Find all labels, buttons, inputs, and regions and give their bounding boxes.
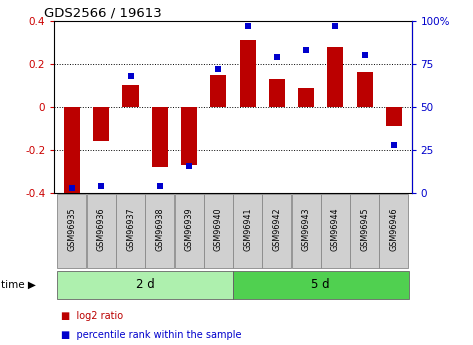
- Point: [97, 184, 105, 189]
- Bar: [152, 107, 168, 167]
- Bar: [350, 194, 379, 268]
- Bar: [175, 194, 203, 268]
- Point: [68, 185, 76, 191]
- Bar: [386, 107, 402, 126]
- Point: [302, 47, 310, 53]
- Point: [185, 163, 193, 168]
- Bar: [116, 194, 145, 268]
- Bar: [123, 86, 139, 107]
- Bar: [269, 79, 285, 107]
- Bar: [87, 194, 116, 268]
- Bar: [298, 88, 314, 107]
- Text: GSM96942: GSM96942: [272, 208, 281, 252]
- Point: [361, 52, 368, 58]
- Text: 5 d: 5 d: [311, 278, 330, 291]
- Bar: [233, 270, 409, 298]
- Bar: [57, 194, 87, 268]
- Point: [273, 54, 280, 60]
- Bar: [239, 40, 255, 107]
- Text: GSM96943: GSM96943: [302, 208, 311, 252]
- Bar: [292, 194, 321, 268]
- Bar: [93, 107, 109, 141]
- Point: [156, 184, 164, 189]
- Bar: [357, 72, 373, 107]
- Bar: [181, 107, 197, 165]
- Point: [332, 23, 339, 29]
- Text: GSM96938: GSM96938: [155, 208, 164, 252]
- Point: [215, 66, 222, 72]
- Bar: [379, 194, 409, 268]
- Point: [390, 142, 398, 148]
- Text: time ▶: time ▶: [1, 280, 36, 289]
- Bar: [321, 194, 350, 268]
- Bar: [327, 47, 343, 107]
- Bar: [204, 194, 233, 268]
- Bar: [233, 194, 262, 268]
- Bar: [64, 107, 80, 195]
- Text: GSM96941: GSM96941: [243, 208, 252, 252]
- Text: 2 d: 2 d: [136, 278, 155, 291]
- Text: ■  percentile rank within the sample: ■ percentile rank within the sample: [61, 331, 242, 340]
- Bar: [210, 75, 227, 107]
- Point: [127, 73, 134, 79]
- Text: GSM96939: GSM96939: [184, 208, 193, 252]
- Text: GDS2566 / 19613: GDS2566 / 19613: [44, 7, 161, 20]
- Text: GSM96945: GSM96945: [360, 208, 369, 252]
- Text: GSM96940: GSM96940: [214, 208, 223, 252]
- Text: GSM96936: GSM96936: [97, 208, 106, 252]
- Bar: [57, 270, 233, 298]
- Bar: [145, 194, 174, 268]
- Text: GSM96946: GSM96946: [389, 208, 398, 252]
- Text: GSM96944: GSM96944: [331, 208, 340, 252]
- Text: ■  log2 ratio: ■ log2 ratio: [61, 311, 123, 321]
- Text: GSM96935: GSM96935: [68, 208, 77, 252]
- Text: GSM96937: GSM96937: [126, 208, 135, 252]
- Point: [244, 23, 251, 29]
- Bar: [263, 194, 291, 268]
